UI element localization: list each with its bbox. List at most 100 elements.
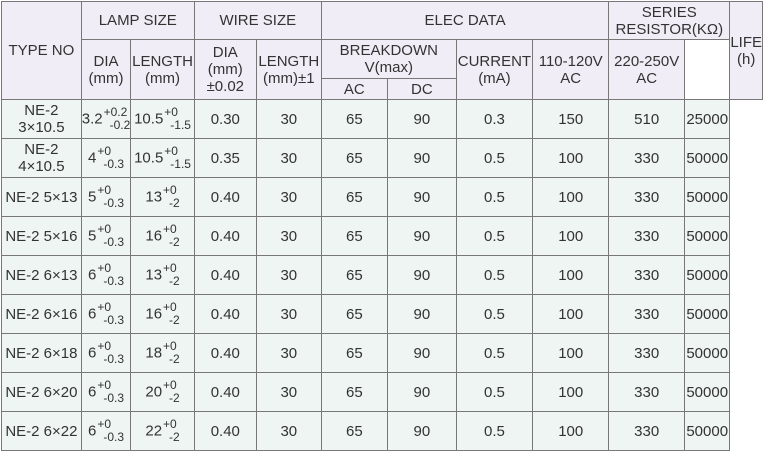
cell-life: 50000 (684, 372, 731, 412)
text: RESISTOR(KΩ) (615, 20, 724, 38)
cell-wire-length: 30 (255, 255, 322, 295)
value: 6 (88, 266, 97, 284)
cell-wire-dia: 0.40 (193, 333, 257, 373)
cell-type-no: NE-2 6×18 (1, 333, 82, 373)
cell-lamp-length: 16 +0 -2 (130, 294, 195, 334)
value: 5 (88, 188, 97, 206)
cell-resistor-110: 100 (532, 216, 610, 256)
text: DIA (212, 44, 238, 61)
cell-lamp-length: 10.5 +0 -1.5 (130, 138, 195, 178)
text: AC (636, 69, 658, 87)
cell-lamp-dia: 6 +0 -0.3 (80, 255, 132, 295)
cell-resistor-110: 100 (532, 177, 610, 217)
tolerance: +0 -0.3 (97, 184, 124, 210)
cell-lamp-dia: 6 +0 -0.3 (80, 372, 132, 412)
text: LIFE (730, 33, 762, 51)
text: V(max) (364, 59, 413, 76)
cell-breakdown-ac: 65 (320, 216, 388, 256)
cell-breakdown-ac: 65 (320, 177, 388, 217)
cell-current: 0.3 (455, 99, 534, 139)
cell-breakdown-dc: 90 (386, 99, 457, 139)
cell-lamp-dia: 5 +0 -0.3 (80, 177, 132, 217)
cell-resistor-110: 100 (532, 138, 610, 178)
text: LENGTH (258, 52, 320, 70)
text: ±0.02 (206, 78, 245, 95)
cell-resistor-220: 330 (608, 177, 686, 217)
cell-wire-dia: 0.40 (193, 255, 257, 295)
tolerance-lower: -1.5 (170, 157, 191, 171)
cell-current: 0.5 (455, 177, 534, 217)
table-row: NE-2 5×13 5 +0 -0.3 13 +0 -2 0.40 30 65 90 0.5 100 33… (1, 177, 763, 217)
cell-breakdown-dc: 90 (386, 372, 457, 412)
cell-lamp-dia: 3.2 +0.2 -0.2 (80, 99, 132, 139)
table-row: NE-2 3×10.5 3.2 +0.2 -0.2 10.5 +0 -1.5 0.30 30 65 9… (1, 99, 763, 139)
tolerance-lower: -2 (169, 196, 180, 210)
value: 3.2 (81, 110, 103, 128)
tolerance-upper: +0 (97, 261, 112, 275)
tolerance: +0 -1.5 (164, 106, 191, 132)
value: 4 (88, 149, 97, 167)
tolerance-upper: +0 (164, 105, 178, 119)
cell-breakdown-ac: 65 (320, 294, 388, 334)
value: 10.5 (134, 149, 164, 167)
cell-wire-dia: 0.30 (193, 99, 257, 139)
value: 20 (145, 383, 163, 401)
cell-resistor-220: 330 (608, 294, 686, 334)
cell-wire-dia: 0.40 (193, 372, 257, 412)
tolerance-lower: -0.3 (103, 157, 125, 171)
header-elec-data: ELEC DATA (320, 1, 610, 40)
text: NE-2 5×13 (5, 188, 78, 206)
cell-current: 0.5 (455, 255, 534, 295)
tolerance: +0 -0.3 (97, 223, 124, 249)
cell-type-no: NE-2 5×16 (1, 216, 82, 256)
cell-current: 0.5 (455, 294, 534, 334)
value: 5 (88, 227, 97, 245)
tolerance-upper: +0 (97, 300, 112, 314)
value: 13 (145, 188, 163, 206)
tolerance: +0 -2 (163, 301, 180, 327)
text: (mm)±1 (263, 69, 315, 87)
text: DIA (93, 52, 119, 70)
cell-wire-dia: 0.40 (193, 216, 257, 256)
cell-lamp-dia: 6 +0 -0.3 (80, 294, 132, 334)
cell-resistor-110: 100 (532, 255, 610, 295)
tolerance-lower: -0.3 (103, 430, 125, 444)
value: 6 (88, 383, 97, 401)
cell-current: 0.5 (455, 333, 534, 373)
text: 110-120V (538, 52, 603, 70)
cell-lamp-dia: 6 +0 -0.3 (80, 333, 132, 373)
tolerance-upper: +0 (163, 222, 177, 236)
cell-lamp-length: 13 +0 -2 (130, 177, 195, 217)
cell-lamp-length: 10.5 +0 -1.5 (130, 99, 195, 139)
header-wire-dia: DIA (mm) ±0.02 (193, 39, 257, 100)
cell-resistor-110: 100 (532, 294, 610, 334)
value: 18 (145, 344, 163, 362)
tolerance-upper: +0 (163, 183, 177, 197)
tolerance: +0 -2 (163, 418, 180, 444)
cell-type-no: NE-2 6×22 (1, 411, 82, 451)
header-dc: DC (386, 78, 457, 100)
tolerance-lower: -1.5 (170, 118, 191, 132)
tolerance-lower: -2 (169, 313, 180, 327)
cell-wire-dia: 0.35 (193, 138, 257, 178)
tolerance-upper: +0 (97, 183, 112, 197)
tolerance-lower: -2 (169, 352, 180, 366)
cell-resistor-220: 330 (608, 216, 686, 256)
text: (mm) (207, 61, 243, 78)
cell-breakdown-ac: 65 (320, 333, 388, 373)
cell-current: 0.5 (455, 216, 534, 256)
tolerance-upper: +0 (163, 339, 177, 353)
tolerance: +0 -0.3 (97, 418, 124, 444)
cell-current: 0.5 (455, 372, 534, 412)
text: CURRENT (457, 52, 532, 70)
tolerance-upper: +0 (97, 339, 112, 353)
cell-wire-dia: 0.40 (193, 411, 257, 451)
cell-lamp-length: 20 +0 -2 (130, 372, 195, 412)
cell-breakdown-dc: 90 (386, 333, 457, 373)
value: 16 (145, 305, 163, 323)
cell-life: 50000 (684, 255, 731, 295)
cell-lamp-dia: 6 +0 -0.3 (80, 411, 132, 451)
tolerance-upper: +0 (163, 378, 177, 392)
cell-resistor-110: 100 (532, 411, 610, 451)
